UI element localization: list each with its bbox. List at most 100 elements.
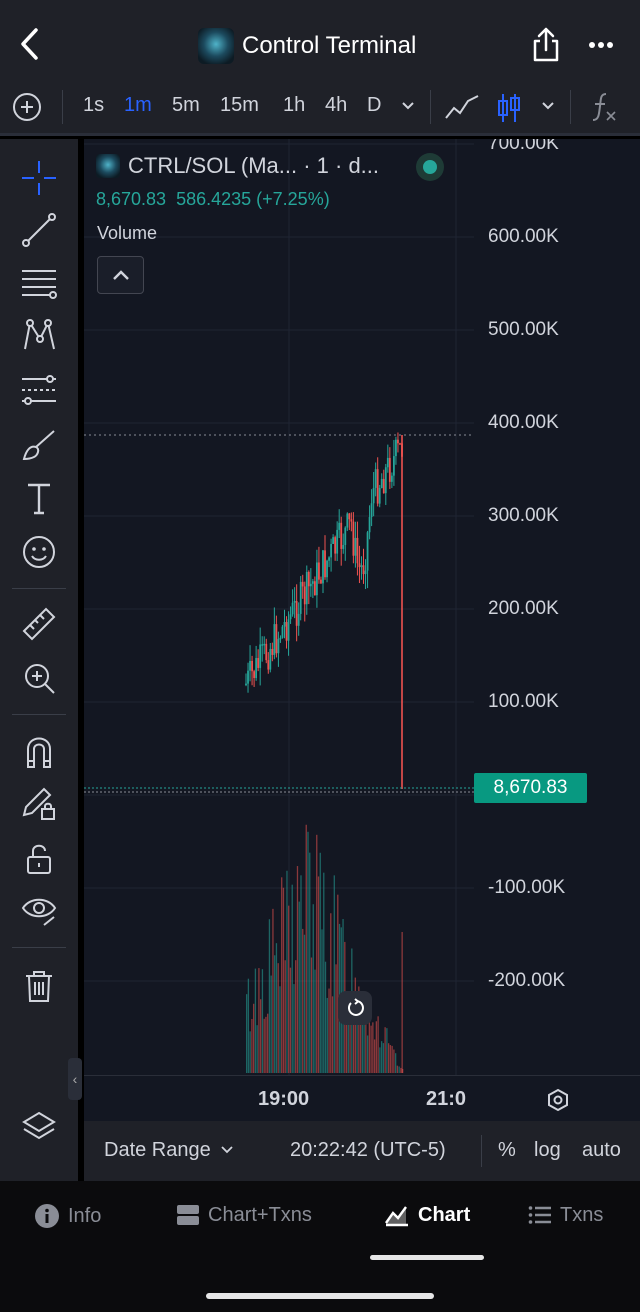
timeframe-1m[interactable]: 1m <box>124 94 152 116</box>
candle-body <box>293 600 296 603</box>
chart-grid <box>84 139 474 1075</box>
zoom-tool[interactable] <box>20 659 58 697</box>
text-tool[interactable] <box>20 479 58 517</box>
timeframe-1h[interactable]: 1h <box>283 94 306 116</box>
trendline-tool[interactable] <box>20 211 58 249</box>
volume-bar <box>352 998 355 1073</box>
more-button[interactable] <box>586 30 618 60</box>
legend-title[interactable]: CTRL/SOL (Ma... · 1 · d... <box>96 153 379 179</box>
timeframe-4h[interactable]: 4h <box>325 94 348 116</box>
date-range-button[interactable]: Date Range <box>104 1139 234 1162</box>
log-toggle[interactable]: log <box>534 1139 561 1161</box>
candle-body <box>283 622 286 627</box>
volume-bar <box>295 960 297 1073</box>
nav-info[interactable]: Info <box>34 1203 101 1229</box>
lock-tool[interactable] <box>20 839 58 877</box>
chart-settings-button[interactable] <box>546 1088 570 1117</box>
sidebar-collapse-handle[interactable]: ‹ <box>68 1058 82 1100</box>
volume-bar <box>372 1022 374 1073</box>
volume-bar <box>326 997 328 1073</box>
volume-bar <box>317 876 320 1073</box>
candle-body <box>263 643 266 646</box>
nav-chart[interactable]: Chart <box>384 1203 470 1227</box>
timeframe-dropdown[interactable] <box>400 96 416 121</box>
candle-body <box>275 624 278 654</box>
candles-button[interactable] <box>496 92 522 129</box>
chevron-down-icon <box>402 102 414 110</box>
fib-tool[interactable] <box>20 265 58 303</box>
chart-statusbar: Date Range 20:22:42 (UTC-5) % log auto <box>84 1121 640 1181</box>
collapse-legend-button[interactable] <box>97 256 144 294</box>
timeframe-D[interactable]: D <box>367 94 382 116</box>
nav-chart-txns[interactable]: Chart+Txns <box>176 1203 312 1227</box>
volume-bar <box>349 1007 351 1073</box>
candle-body <box>249 660 251 671</box>
volume-bar <box>263 1018 265 1073</box>
volume-bar <box>375 1021 378 1073</box>
pair-logo <box>96 154 120 178</box>
indicators-button[interactable] <box>590 90 618 129</box>
emoji-tool[interactable] <box>20 533 58 571</box>
volume-bar <box>247 978 250 1073</box>
volume-bar <box>363 1023 365 1073</box>
info-icon <box>35 1204 59 1228</box>
volume-bar <box>246 994 248 1073</box>
function-icon <box>592 93 616 121</box>
candle-body <box>253 671 256 678</box>
candle-body <box>340 522 343 549</box>
percent-toggle[interactable]: % <box>498 1139 516 1161</box>
timezone-clock[interactable]: 20:22:42 (UTC-5) <box>290 1139 446 1161</box>
candle-body <box>330 543 332 558</box>
lock-drawings-tool[interactable] <box>20 785 58 823</box>
price-axis-label: 200.00K <box>488 598 559 619</box>
volume-bar <box>382 1043 385 1073</box>
volume-bar <box>400 1067 402 1073</box>
measure-tool[interactable] <box>20 605 58 643</box>
reset-chart-button[interactable] <box>338 991 372 1025</box>
add-indicator-button[interactable] <box>12 92 42 122</box>
remove-drawings-tool[interactable] <box>20 967 58 1005</box>
candle-body <box>392 456 395 476</box>
volume-bar <box>328 988 330 1073</box>
candle-body <box>388 457 391 482</box>
back-button[interactable] <box>14 24 46 64</box>
auto-toggle[interactable]: auto <box>582 1139 621 1161</box>
price-chart[interactable]: CTRL/SOL (Ma... · 1 · d... 8,670.83 586.4… <box>84 139 640 1075</box>
volume-bar <box>256 1025 258 1073</box>
share-button[interactable] <box>530 26 562 64</box>
chevron-up-icon <box>112 270 129 280</box>
smiley-icon <box>23 536 55 568</box>
candle-body <box>257 658 260 668</box>
volume-bar <box>323 872 325 1073</box>
price-axis-label: 600.00K <box>488 226 559 247</box>
volume-bar <box>254 968 257 1073</box>
volume-bar <box>319 852 321 1073</box>
timeframe-1s[interactable]: 1s <box>83 94 105 116</box>
candle-body <box>332 537 335 544</box>
chart-type-dropdown[interactable] <box>540 96 556 121</box>
volume-bar <box>333 875 335 1073</box>
volume-bar <box>296 866 299 1073</box>
bottom-navigation: Info Chart+Txns Chart Txns <box>0 1181 640 1312</box>
pattern-tool[interactable] <box>20 317 58 355</box>
magnet-icon <box>27 737 51 768</box>
volume-bar <box>377 1016 379 1073</box>
visibility-tool[interactable] <box>20 891 58 929</box>
magnet-tool[interactable] <box>20 733 58 771</box>
forecast-tool[interactable] <box>20 371 58 409</box>
layers-button[interactable] <box>20 1109 58 1147</box>
time-axis[interactable]: 19:00 21:0 <box>84 1075 640 1121</box>
candle-body <box>287 619 290 641</box>
candle-body <box>364 570 367 575</box>
crosshair-tool[interactable] <box>20 159 58 197</box>
candle-body <box>358 563 361 568</box>
timeframe-15m[interactable]: 15m <box>220 94 259 116</box>
nav-txns[interactable]: Txns <box>528 1203 603 1227</box>
volume-bar <box>300 875 302 1073</box>
candle-body <box>295 600 298 626</box>
timeframe-5m[interactable]: 5m <box>172 94 200 116</box>
volume-bar <box>261 969 264 1073</box>
line-chart-button[interactable] <box>444 92 480 127</box>
candle-body <box>390 475 393 482</box>
brush-tool[interactable] <box>20 425 58 463</box>
